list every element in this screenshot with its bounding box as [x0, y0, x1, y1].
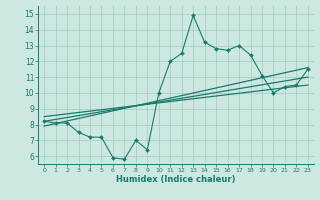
- X-axis label: Humidex (Indice chaleur): Humidex (Indice chaleur): [116, 175, 236, 184]
